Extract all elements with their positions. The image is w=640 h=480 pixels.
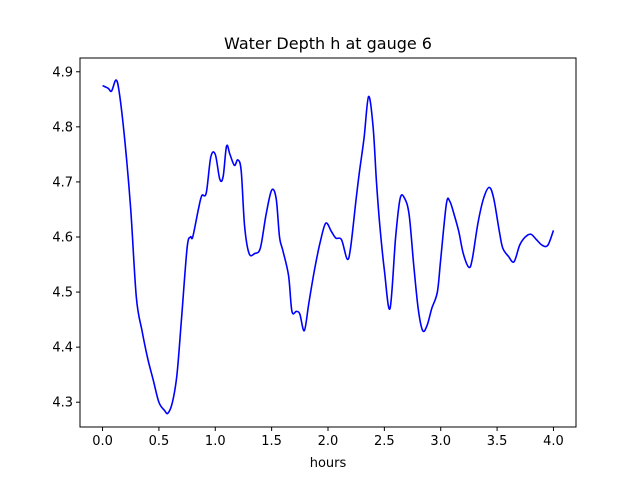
x-tick-label: 1.0 (205, 434, 226, 449)
x-tick-label: 2.0 (318, 434, 339, 449)
y-axis: 4.3 4.4 4.5 4.6 4.7 4.8 4.9 (52, 65, 80, 411)
x-tick-label: 0.0 (92, 434, 113, 449)
y-tick-label: 4.3 (52, 396, 73, 411)
x-axis-label: hours (310, 456, 347, 471)
y-tick-label: 4.7 (52, 175, 73, 190)
y-tick-label: 4.9 (52, 65, 73, 80)
y-tick-label: 4.8 (52, 120, 73, 135)
axes-frame (79, 57, 577, 428)
series-line-0 (102, 79, 555, 415)
x-tick-label: 3.5 (487, 434, 508, 449)
x-tick-label: 2.5 (374, 434, 395, 449)
y-tick-label: 4.6 (52, 230, 73, 245)
chart-title: Water Depth h at gauge 6 (224, 34, 432, 53)
x-tick-label: 0.5 (149, 434, 170, 449)
x-tick-label: 4.0 (543, 434, 564, 449)
x-tick-label: 1.5 (261, 434, 282, 449)
y-tick-label: 4.5 (52, 286, 73, 301)
y-tick-label: 4.4 (52, 341, 73, 356)
plot-area (79, 57, 577, 428)
x-tick-label: 3.0 (430, 434, 451, 449)
series-layer (102, 79, 555, 415)
x-axis: 0.0 0.5 1.0 1.5 2.0 2.5 3.0 3.5 4.0 (92, 427, 564, 449)
